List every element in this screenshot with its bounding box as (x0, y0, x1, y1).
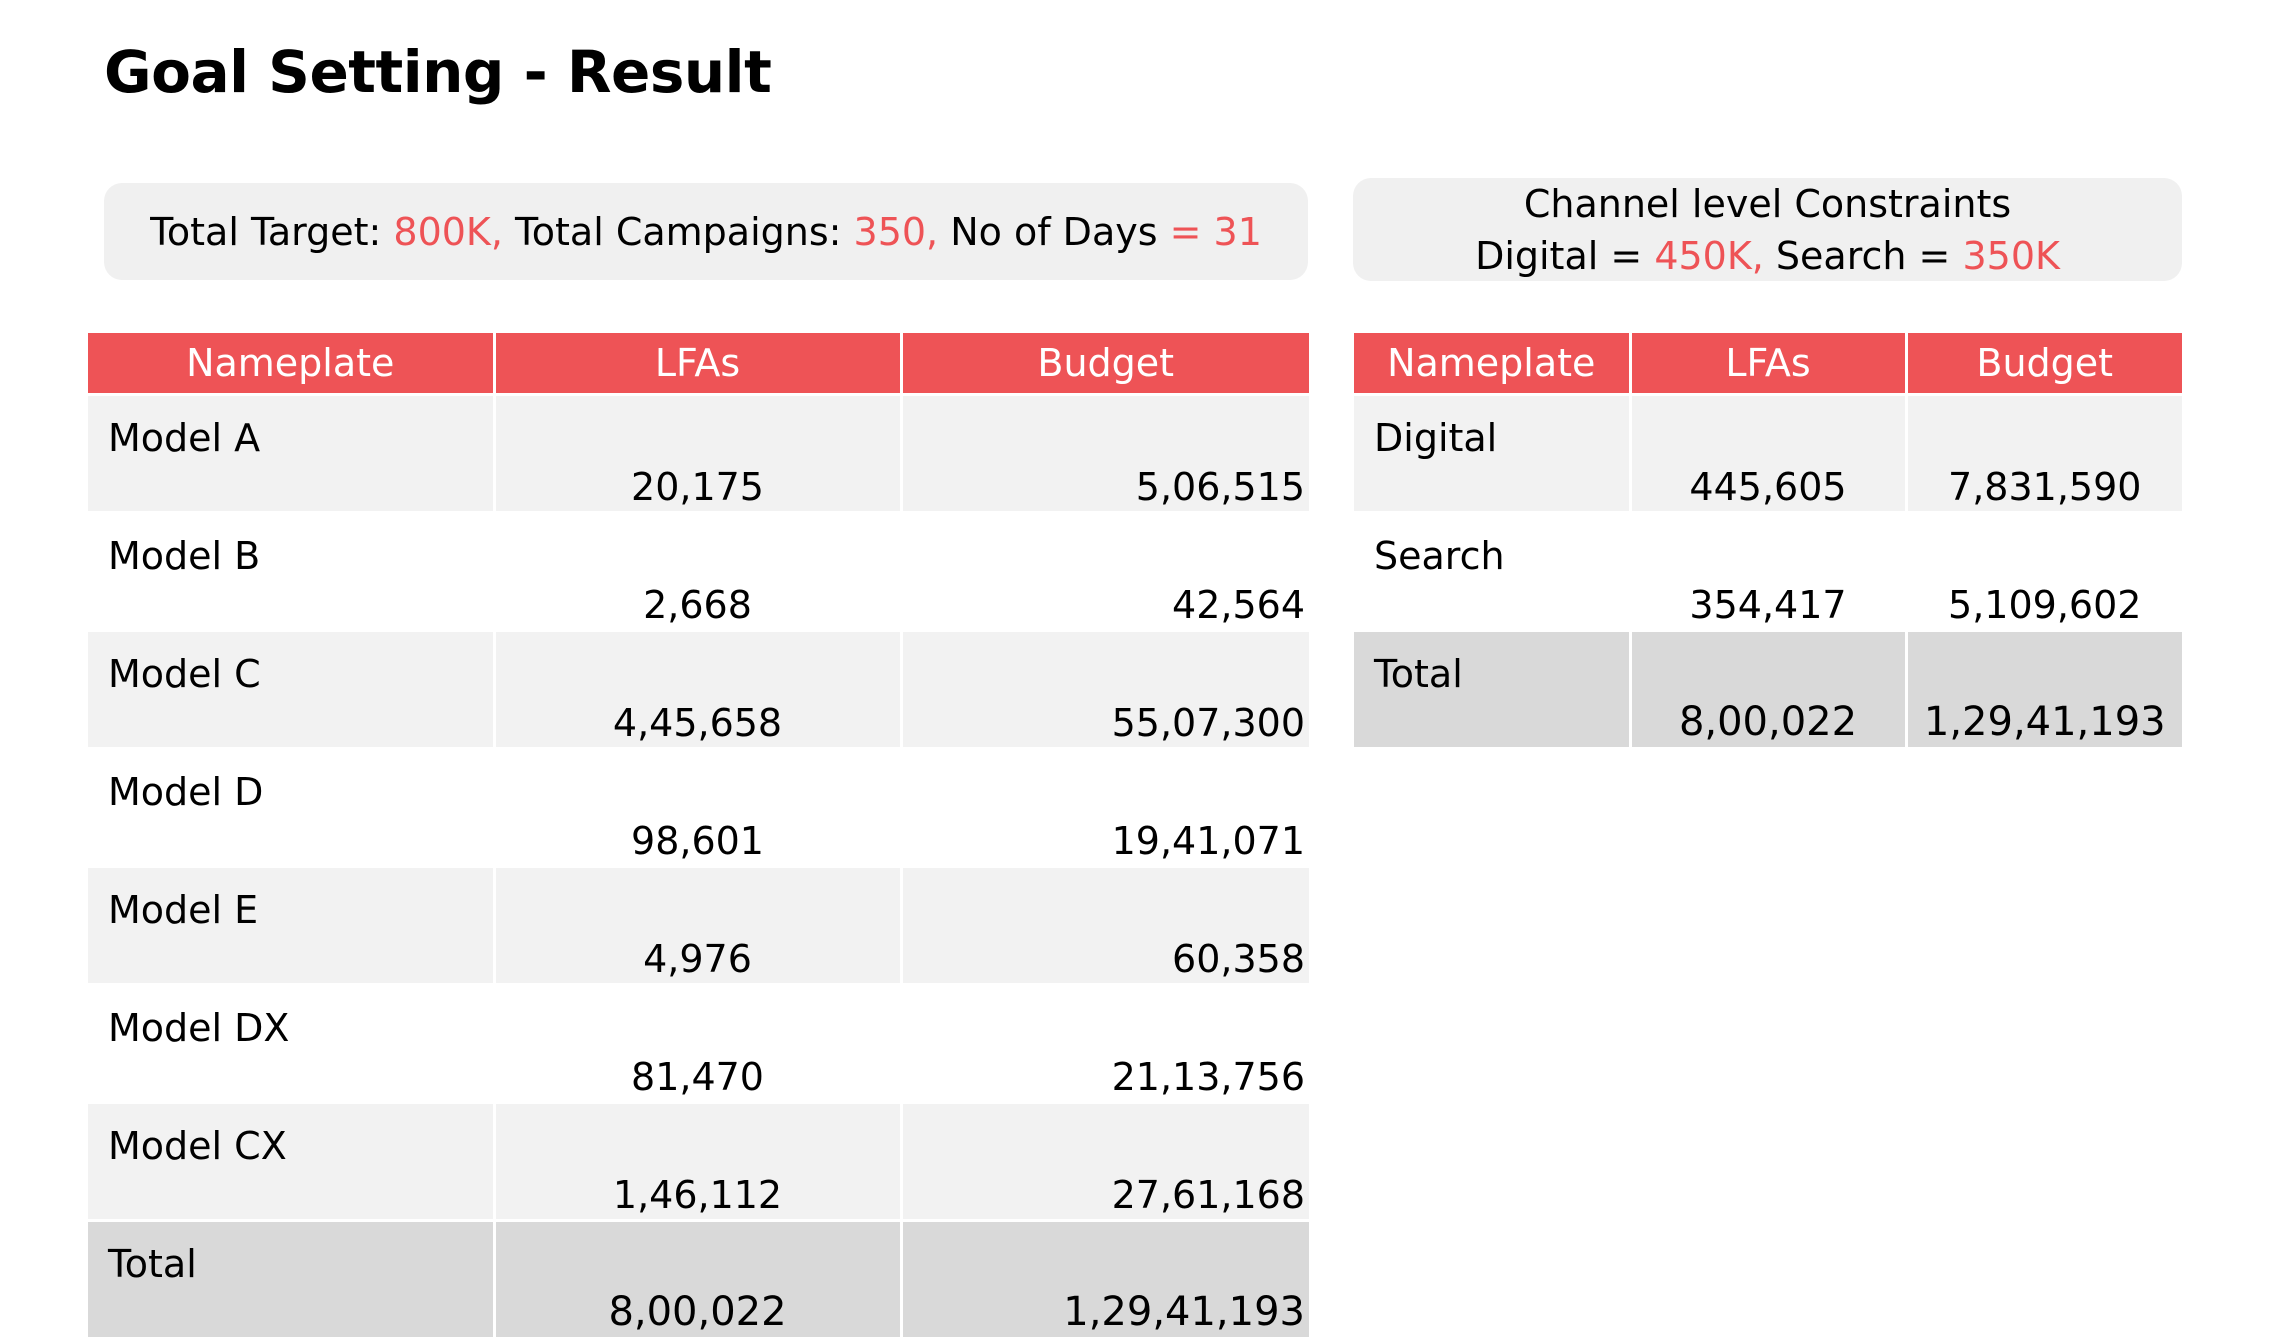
table-header-row: Nameplate LFAs Budget (88, 333, 1309, 395)
row-name: Digital (1354, 395, 1630, 513)
days-value: = 31 (1170, 210, 1262, 254)
total-target-value: 800K, (393, 210, 503, 254)
total-campaigns-value: 350, (854, 210, 939, 254)
total-row: Total 8,00,022 1,29,41,193 (88, 1221, 1309, 1337)
table-row: Digital 445,605 7,831,590 (1354, 395, 2182, 513)
constraints-line: Digital = 450K, Search = 350K (1353, 230, 2182, 282)
digital-value: 450K, (1654, 234, 1764, 278)
row-lfas: 4,45,658 (494, 631, 901, 749)
table-header-row: Nameplate LFAs Budget (1354, 333, 2182, 395)
row-name: Search (1354, 513, 1630, 631)
row-lfas: 354,417 (1630, 513, 1906, 631)
summary-box: Total Target: 800K, Total Campaigns: 350… (104, 183, 1308, 280)
row-lfas: 81,470 (494, 985, 901, 1103)
table-row: Model D 98,601 19,41,071 (88, 749, 1309, 867)
row-lfas: 98,601 (494, 749, 901, 867)
page-title: Goal Setting - Result (104, 38, 771, 106)
row-budget: 7,831,590 (1906, 395, 2182, 513)
search-label: Search = (1764, 234, 1963, 278)
row-name: Model E (88, 867, 494, 985)
constraints-box: Channel level Constraints Digital = 450K… (1353, 178, 2182, 281)
days-label: No of Days (938, 210, 1169, 254)
row-budget: 42,564 (901, 513, 1309, 631)
row-budget: 55,07,300 (901, 631, 1309, 749)
table-row: Model E 4,976 60,358 (88, 867, 1309, 985)
row-name: Model A (88, 395, 494, 513)
table-row: Model DX 81,470 21,13,756 (88, 985, 1309, 1103)
row-lfas: 4,976 (494, 867, 901, 985)
constraints-heading: Channel level Constraints (1353, 178, 2182, 230)
row-lfas: 1,46,112 (494, 1103, 901, 1221)
total-name: Total (88, 1221, 494, 1337)
header-budget: Budget (1906, 333, 2182, 395)
total-name: Total (1354, 631, 1630, 748)
total-target-label: Total Target: (150, 210, 393, 254)
total-campaigns-label: Total Campaigns: (503, 210, 854, 254)
row-budget: 5,06,515 (901, 395, 1309, 513)
total-budget: 1,29,41,193 (1906, 631, 2182, 748)
row-budget: 5,109,602 (1906, 513, 2182, 631)
digital-label: Digital = (1475, 234, 1654, 278)
row-budget: 27,61,168 (901, 1103, 1309, 1221)
table-row: Model B 2,668 42,564 (88, 513, 1309, 631)
header-lfas: LFAs (494, 333, 901, 395)
row-lfas: 20,175 (494, 395, 901, 513)
row-name: Model D (88, 749, 494, 867)
channel-table: Nameplate LFAs Budget Digital 445,605 7,… (1354, 333, 2182, 747)
total-lfas: 8,00,022 (1630, 631, 1906, 748)
row-lfas: 2,668 (494, 513, 901, 631)
total-row: Total 8,00,022 1,29,41,193 (1354, 631, 2182, 748)
row-name: Model C (88, 631, 494, 749)
header-budget: Budget (901, 333, 1309, 395)
table-row: Model CX 1,46,112 27,61,168 (88, 1103, 1309, 1221)
header-lfas: LFAs (1630, 333, 1906, 395)
search-value: 350K (1962, 234, 2059, 278)
row-budget: 60,358 (901, 867, 1309, 985)
table-row: Model C 4,45,658 55,07,300 (88, 631, 1309, 749)
total-budget: 1,29,41,193 (901, 1221, 1309, 1337)
total-lfas: 8,00,022 (494, 1221, 901, 1337)
row-name: Model B (88, 513, 494, 631)
row-name: Model CX (88, 1103, 494, 1221)
row-budget: 21,13,756 (901, 985, 1309, 1103)
table-row: Model A 20,175 5,06,515 (88, 395, 1309, 513)
summary-line: Total Target: 800K, Total Campaigns: 350… (104, 210, 1308, 254)
row-budget: 19,41,071 (901, 749, 1309, 867)
table-row: Search 354,417 5,109,602 (1354, 513, 2182, 631)
header-nameplate: Nameplate (1354, 333, 1630, 395)
nameplate-table: Nameplate LFAs Budget Model A 20,175 5,0… (88, 333, 1309, 1337)
row-name: Model DX (88, 985, 494, 1103)
row-lfas: 445,605 (1630, 395, 1906, 513)
header-nameplate: Nameplate (88, 333, 494, 395)
